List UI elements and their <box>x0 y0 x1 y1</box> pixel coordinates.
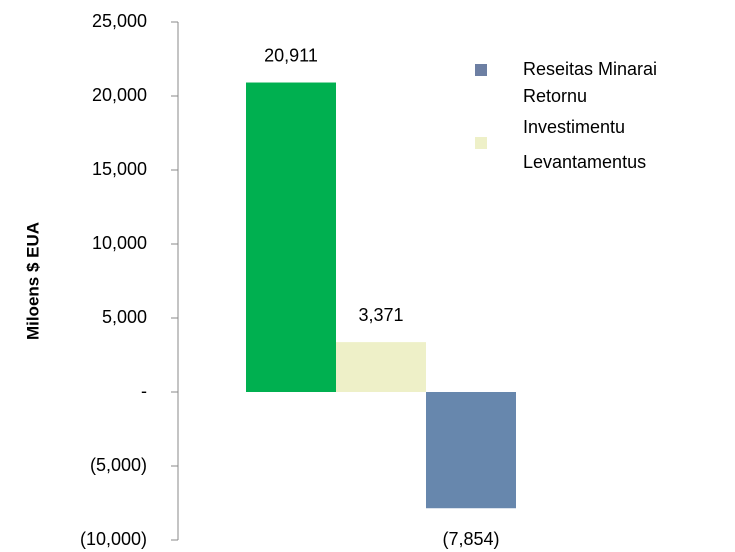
data-label: 20,911 <box>264 45 318 65</box>
bar <box>426 392 516 509</box>
legend-swatch <box>475 64 487 76</box>
y-tick-label: 10,000 <box>92 233 147 253</box>
y-tick-label: 25,000 <box>92 11 147 31</box>
bar <box>246 82 336 392</box>
legend-label: Reseitas Minarai <box>523 59 657 79</box>
y-tick-label: (10,000) <box>80 529 147 549</box>
data-label: 3,371 <box>358 305 403 325</box>
y-axis-title: Miloens $ EUA <box>23 222 42 340</box>
legend-label: Levantamentus <box>523 152 646 172</box>
legend-swatch <box>475 137 487 149</box>
y-tick-label: - <box>141 381 147 401</box>
data-label: (7,854) <box>442 529 499 549</box>
y-tick-label: 20,000 <box>92 85 147 105</box>
y-tick-label: 15,000 <box>92 159 147 179</box>
legend-label: Retornu <box>523 86 587 106</box>
legend-label: Investimentu <box>523 117 625 137</box>
y-tick-label: 5,000 <box>102 307 147 327</box>
y-tick-label: (5,000) <box>90 455 147 475</box>
bar <box>336 342 426 392</box>
